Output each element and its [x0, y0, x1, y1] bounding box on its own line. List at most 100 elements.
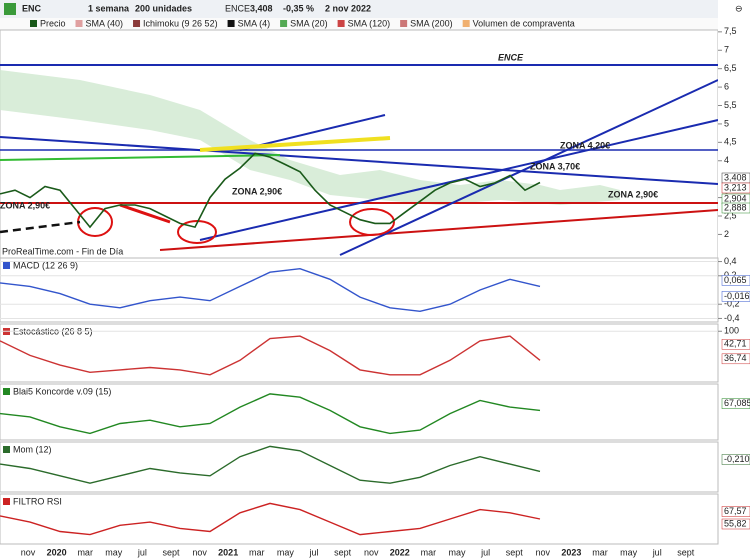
value-tag: [721, 275, 750, 286]
value-tag-label: 36,74: [724, 353, 747, 363]
panel-title: MACD (12 26 9): [13, 260, 78, 270]
indicator-panel: [0, 493, 719, 545]
toolbar-text: 2 nov 2022: [325, 3, 371, 13]
legend-swatch: [227, 20, 235, 27]
value-tag: [721, 353, 750, 365]
x-tick-label: nov: [192, 547, 207, 557]
zone-label: ZONA 3,70€: [530, 161, 580, 171]
price-tag-label: 3,408: [724, 172, 747, 182]
y-tick-label: 4,5: [724, 137, 737, 147]
legend-swatch: [280, 20, 288, 27]
value-tag: [721, 291, 750, 302]
panel-icon: [3, 388, 10, 395]
x-tick-label: sept: [334, 547, 352, 557]
value-tag-label: -0,016: [724, 291, 750, 301]
y-tick-label: 6: [724, 81, 729, 91]
channel-line: [339, 79, 719, 256]
x-tick-label: jul: [652, 547, 662, 557]
price-tag-label: 2,904: [724, 193, 747, 203]
legend-entry: SMA (120): [348, 18, 391, 28]
panel-title: Blai5 Koncorde v.09 (15): [13, 386, 111, 396]
price-tag: [721, 202, 750, 214]
legend-entry: Precio: [40, 18, 66, 28]
legend-swatch: [75, 20, 83, 27]
toolbar-text: 3,408: [250, 3, 273, 13]
value-tag: [721, 506, 750, 517]
x-tick-label: nov: [21, 547, 36, 557]
legend-entry: SMA (200): [410, 18, 453, 28]
price-line: [0, 152, 541, 229]
price-tag-label: 2,888: [724, 202, 747, 212]
source-label: ProRealTime.com - Fin de Día: [2, 246, 123, 256]
x-tick-label: nov: [536, 547, 551, 557]
indicator-panel: [0, 441, 719, 493]
x-tick-label: mar: [249, 547, 265, 557]
chart-title: ENCE: [498, 52, 524, 62]
x-tick-label: 2021: [218, 547, 238, 557]
value-tag-label: 67,57: [724, 506, 747, 516]
toolbar-text: 200 unidades: [135, 3, 192, 13]
panel-title: FILTRO RSI: [13, 496, 62, 506]
zone-label: ZONA 2,90€: [232, 186, 282, 196]
y-tick-label: -0,2: [724, 299, 740, 309]
x-tick-label: 2020: [47, 547, 67, 557]
x-tick-label: nov: [364, 547, 379, 557]
indicator-panel: [0, 383, 719, 441]
circle-mark: [349, 208, 395, 236]
x-tick-label: jul: [137, 547, 147, 557]
panel-title: Mom (12): [13, 444, 52, 454]
price-tag-label: 3,213: [724, 182, 747, 192]
indicator-line: [0, 445, 541, 484]
y-tick-label: 4: [724, 155, 729, 165]
zone-label: ZONA 2,90€: [0, 200, 50, 210]
y-tick-label: 6,5: [724, 63, 737, 73]
y-tick-label: 5: [724, 118, 729, 128]
toolbar-text: -0,35 %: [283, 3, 314, 13]
x-tick-label: mar: [421, 547, 437, 557]
legend-entry: Ichimoku (9 26 52): [143, 18, 218, 28]
x-tick-label: may: [620, 547, 638, 557]
chart-icon: [4, 3, 16, 15]
y-tick-label: 7,5: [724, 26, 737, 36]
y-tick-label: 5,5: [724, 100, 737, 110]
y-tick-label: 2,5: [724, 210, 737, 220]
value-tag-label: 42,71: [724, 339, 747, 349]
legend-bar: [0, 18, 750, 30]
legend-swatch: [462, 20, 470, 27]
indicator-panel: [0, 323, 719, 383]
x-tick-label: may: [105, 547, 123, 557]
x-tick-label: sept: [677, 547, 695, 557]
indicator-line: [0, 335, 541, 376]
trend-line: [0, 136, 719, 185]
x-tick-label: mar: [592, 547, 608, 557]
close-button: ⊖: [735, 3, 743, 13]
legend-entry: Volumen de compraventa: [473, 18, 575, 28]
x-tick-label: jul: [480, 547, 490, 557]
y-tick-label: 0,4: [724, 256, 737, 266]
support-line: [159, 209, 719, 251]
arrow-line: [119, 203, 171, 224]
sma-line: [0, 154, 281, 161]
value-tag: [721, 339, 750, 350]
x-tick-label: mar: [77, 547, 93, 557]
toolbar: [0, 0, 750, 18]
panel-icon: [3, 498, 10, 505]
value-tag-label: 67,085: [724, 398, 750, 408]
value-tag-label: 0,065: [724, 275, 747, 285]
x-tick-label: may: [448, 547, 466, 557]
circle-mark: [177, 220, 217, 244]
y-tick-label: 7: [724, 45, 729, 55]
value-tag: [721, 398, 750, 409]
value-tag-label: 55,82: [724, 518, 747, 528]
legend-entry: SMA (40): [86, 18, 124, 28]
y-tick-label: 2: [724, 229, 729, 239]
x-tick-label: sept: [506, 547, 524, 557]
x-tick-label: sept: [162, 547, 180, 557]
x-tick-label: 2022: [390, 547, 410, 557]
indicator-line: [0, 502, 541, 536]
dashed-line: [0, 220, 81, 234]
x-tick-label: may: [277, 547, 295, 557]
zone-label: ZONA 2,90€: [608, 189, 658, 199]
indicator-line: [0, 393, 541, 435]
